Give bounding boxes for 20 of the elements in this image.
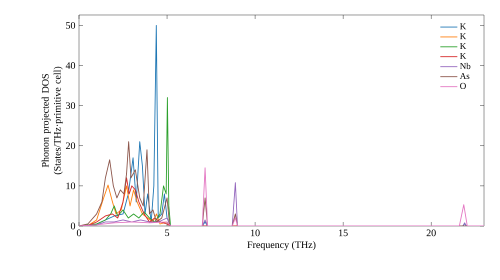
y-tick-label: 0 bbox=[70, 222, 76, 230]
y-tick-label: 30 bbox=[66, 102, 76, 110]
y-tick-label: 50 bbox=[66, 22, 76, 29]
legend-label: Nb bbox=[460, 62, 470, 70]
y-axis-title: Phonon projected DOS (States/THz·primitive cell) bbox=[42, 66, 63, 174]
x-tick-label: 5 bbox=[165, 230, 170, 236]
legend-label: K bbox=[460, 23, 466, 30]
legend-label: K bbox=[460, 33, 466, 40]
legend-label: O bbox=[460, 82, 466, 89]
y-tick-label: 20 bbox=[66, 142, 76, 150]
x-axis-title: Frequency (THz) bbox=[247, 241, 316, 250]
x-tick-label: 20 bbox=[426, 230, 436, 236]
x-tick-label: 0 bbox=[76, 230, 82, 236]
y-tick-label: 40 bbox=[66, 62, 76, 69]
y-tick-label: 10 bbox=[66, 182, 76, 190]
legend-label: K bbox=[460, 52, 466, 59]
x-tick-label: 10 bbox=[250, 230, 260, 236]
legend-label: As bbox=[460, 73, 470, 80]
x-tick-label: 15 bbox=[339, 230, 348, 236]
legend-label: K bbox=[460, 43, 466, 49]
